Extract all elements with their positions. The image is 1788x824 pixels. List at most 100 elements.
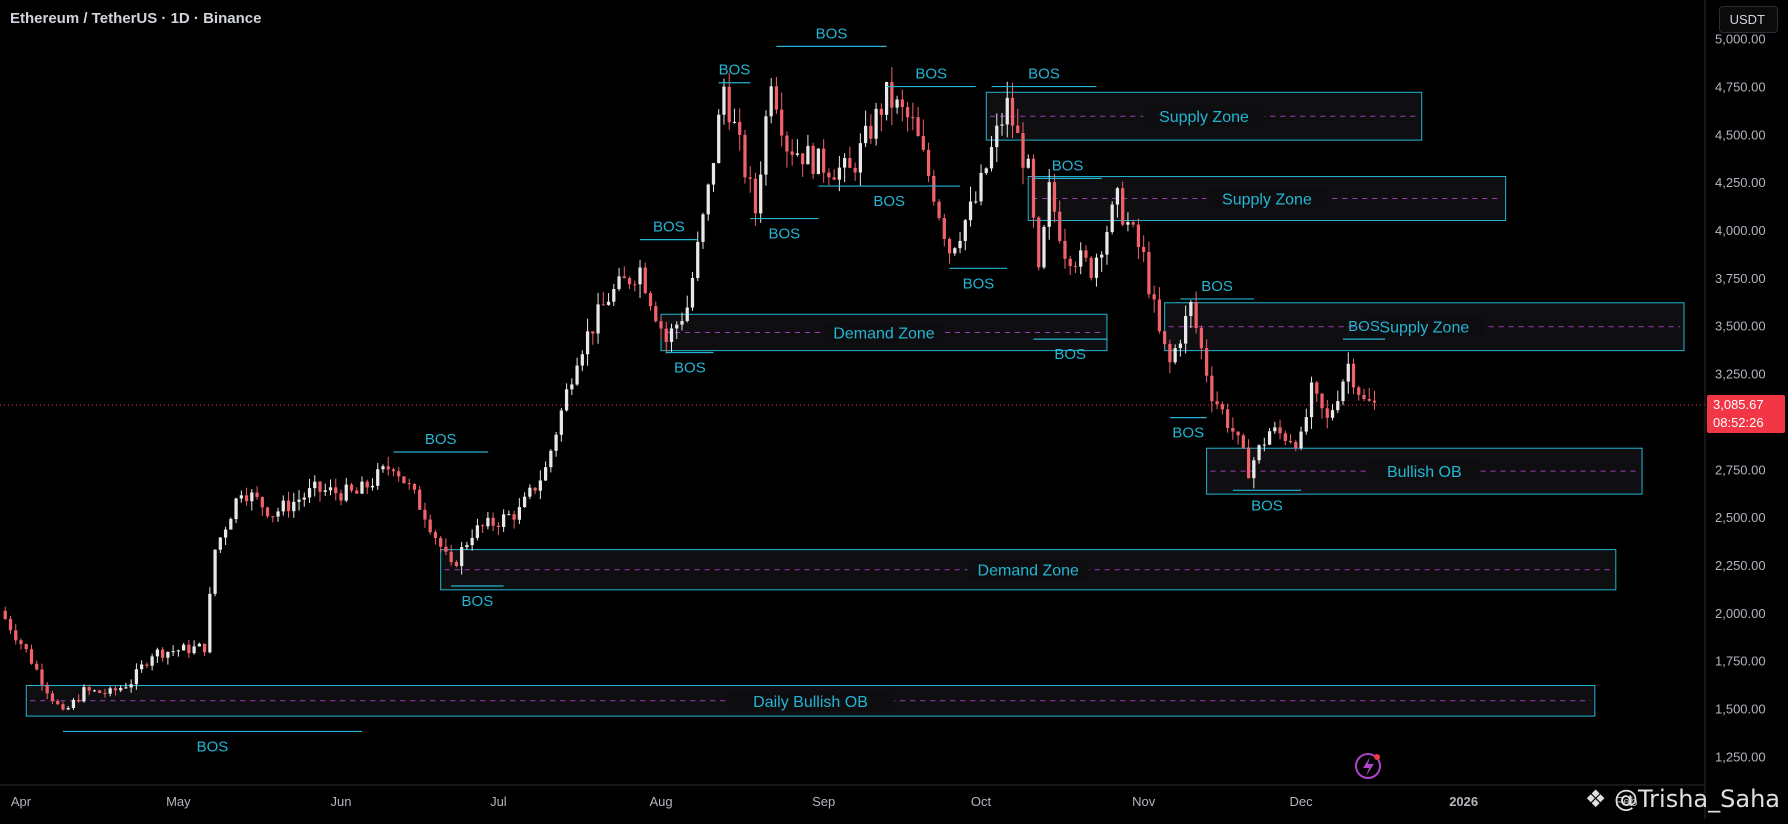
candle bbox=[942, 213, 946, 247]
flash-icon[interactable] bbox=[1355, 753, 1381, 779]
candle bbox=[218, 536, 222, 553]
candle bbox=[664, 321, 668, 354]
candle-body bbox=[140, 664, 144, 670]
zone-label-bg bbox=[1206, 188, 1328, 209]
price-tick-label: 5,000.00 bbox=[1715, 32, 1766, 47]
candle bbox=[932, 170, 936, 206]
candle bbox=[470, 529, 474, 551]
candle-body bbox=[1278, 427, 1282, 434]
candle-body bbox=[559, 410, 563, 435]
candle bbox=[774, 76, 779, 114]
candle-body bbox=[575, 365, 579, 385]
price-tick-label: 2,000.00 bbox=[1715, 606, 1766, 621]
candle bbox=[1362, 388, 1366, 402]
candle-body bbox=[585, 331, 590, 355]
candle bbox=[14, 623, 18, 645]
symbol-title[interactable]: Ethereum / TetherUS · 1D · Binance bbox=[10, 10, 262, 27]
candle bbox=[344, 477, 348, 503]
candle bbox=[1304, 408, 1308, 435]
candle-body bbox=[884, 81, 889, 115]
bos-label: BOS bbox=[197, 738, 229, 755]
candle-body bbox=[1010, 97, 1015, 126]
candle-body bbox=[664, 328, 668, 342]
bos-label: BOS bbox=[963, 275, 995, 292]
candle-body bbox=[528, 487, 532, 497]
candle bbox=[900, 89, 904, 122]
candle bbox=[1031, 154, 1036, 228]
candle bbox=[386, 456, 390, 476]
candle bbox=[995, 113, 999, 163]
candle bbox=[486, 512, 490, 530]
watermark: ❖ @Trisha_Saha bbox=[1585, 785, 1780, 813]
candle-body bbox=[465, 545, 469, 548]
candle-body bbox=[339, 493, 343, 501]
zone-box: Demand Zone bbox=[440, 549, 1617, 591]
candle-body bbox=[1005, 97, 1009, 125]
candle-body bbox=[968, 201, 973, 221]
candle-body bbox=[727, 86, 731, 123]
candle-body bbox=[801, 153, 805, 165]
candle-body bbox=[229, 519, 233, 530]
candle-body bbox=[302, 497, 306, 500]
candle-body bbox=[355, 490, 359, 494]
candle-body bbox=[507, 514, 511, 516]
candle-body bbox=[344, 484, 348, 501]
candle bbox=[1325, 400, 1329, 429]
candle bbox=[738, 108, 742, 151]
candle-body bbox=[1068, 258, 1072, 266]
candle-body bbox=[900, 99, 904, 108]
bos-marker: BOS bbox=[62, 730, 362, 755]
candle bbox=[1063, 228, 1067, 269]
bos-label: BOS bbox=[1028, 66, 1060, 83]
candle-body bbox=[564, 389, 569, 411]
candle bbox=[397, 467, 401, 482]
candle-body bbox=[1147, 251, 1151, 295]
candle bbox=[292, 492, 296, 518]
candle-body bbox=[1000, 124, 1004, 126]
candle bbox=[816, 148, 821, 175]
candle bbox=[334, 478, 338, 501]
currency-selector[interactable]: USDT bbox=[1718, 6, 1778, 33]
candle-body bbox=[675, 324, 679, 329]
candle-body bbox=[1320, 393, 1324, 409]
candle-body bbox=[921, 135, 925, 150]
candle-body bbox=[1351, 363, 1356, 388]
candle-body bbox=[538, 480, 542, 491]
candle-body bbox=[1163, 331, 1167, 344]
candle bbox=[1021, 122, 1025, 185]
candle bbox=[1131, 219, 1135, 228]
candle bbox=[979, 164, 983, 206]
candle-body bbox=[843, 158, 847, 168]
candle-body bbox=[1115, 188, 1120, 205]
candle-body bbox=[129, 684, 133, 688]
candle-body bbox=[748, 177, 752, 179]
candle bbox=[481, 524, 485, 533]
time-axis[interactable]: Apr May Jun Jul Aug Sep Oct Nov Dec 2026 Feb bbox=[0, 784, 1705, 809]
bos-marker: BOS bbox=[393, 431, 488, 453]
zone-box: Supply Zone bbox=[1027, 175, 1507, 221]
candle bbox=[727, 72, 731, 130]
candle bbox=[1199, 325, 1203, 360]
candle bbox=[1231, 417, 1235, 440]
candle bbox=[1136, 218, 1141, 260]
candle bbox=[1142, 235, 1146, 263]
candle bbox=[837, 155, 842, 192]
candle-body bbox=[1236, 431, 1240, 436]
candle bbox=[265, 506, 270, 519]
candle-body bbox=[82, 687, 86, 702]
candle-body bbox=[1215, 401, 1219, 405]
candle bbox=[40, 663, 44, 691]
candle bbox=[92, 689, 97, 692]
candle-body bbox=[696, 241, 700, 278]
candle-body bbox=[365, 481, 369, 488]
bos-marker: BOS bbox=[1232, 489, 1302, 514]
candle bbox=[963, 218, 967, 251]
price-tag-background bbox=[1707, 395, 1785, 434]
candle bbox=[1236, 431, 1240, 445]
candle-body bbox=[517, 507, 521, 520]
candle bbox=[905, 101, 910, 132]
price-tick-label: 1,500.00 bbox=[1715, 701, 1766, 716]
candle bbox=[407, 478, 411, 490]
candle-body bbox=[1168, 343, 1172, 363]
